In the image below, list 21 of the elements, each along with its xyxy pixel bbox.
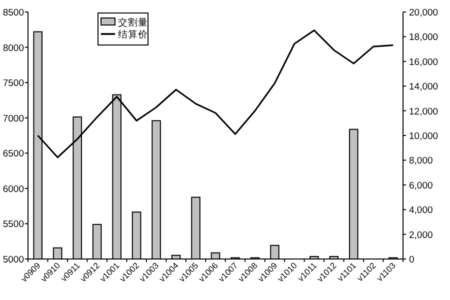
y-tick-label: 7000 [2,113,24,124]
y-tick-label: 5000 [2,254,24,266]
y-tick-label: 5500 [2,219,24,230]
y2-tick-label: 2,000 [409,230,433,241]
y2-tick-label: 4,000 [409,205,433,216]
y2-tick-label: 6,000 [409,180,433,192]
y2-tick-label: 12,000 [409,106,438,118]
y2-tick-label: 18,000 [409,32,438,44]
legend-label: 结算价 [118,28,148,40]
y-tick-label: 6500 [2,148,24,160]
y2-tick-label: 10,000 [409,131,438,142]
y2-tick-label: 0 [409,254,414,266]
y-tick-label: 7500 [2,78,24,90]
y-tick-label: 6000 [2,184,24,195]
y-tick-label: 8500 [2,8,24,18]
y2-tick-label: 14,000 [409,82,438,93]
y-tick-label: 8000 [2,42,24,54]
y2-tick-label: 16,000 [409,56,438,68]
legend-label: 交割量 [118,16,148,28]
y2-tick-label: 8,000 [409,156,433,167]
y2-tick-label: 20,000 [409,8,438,18]
